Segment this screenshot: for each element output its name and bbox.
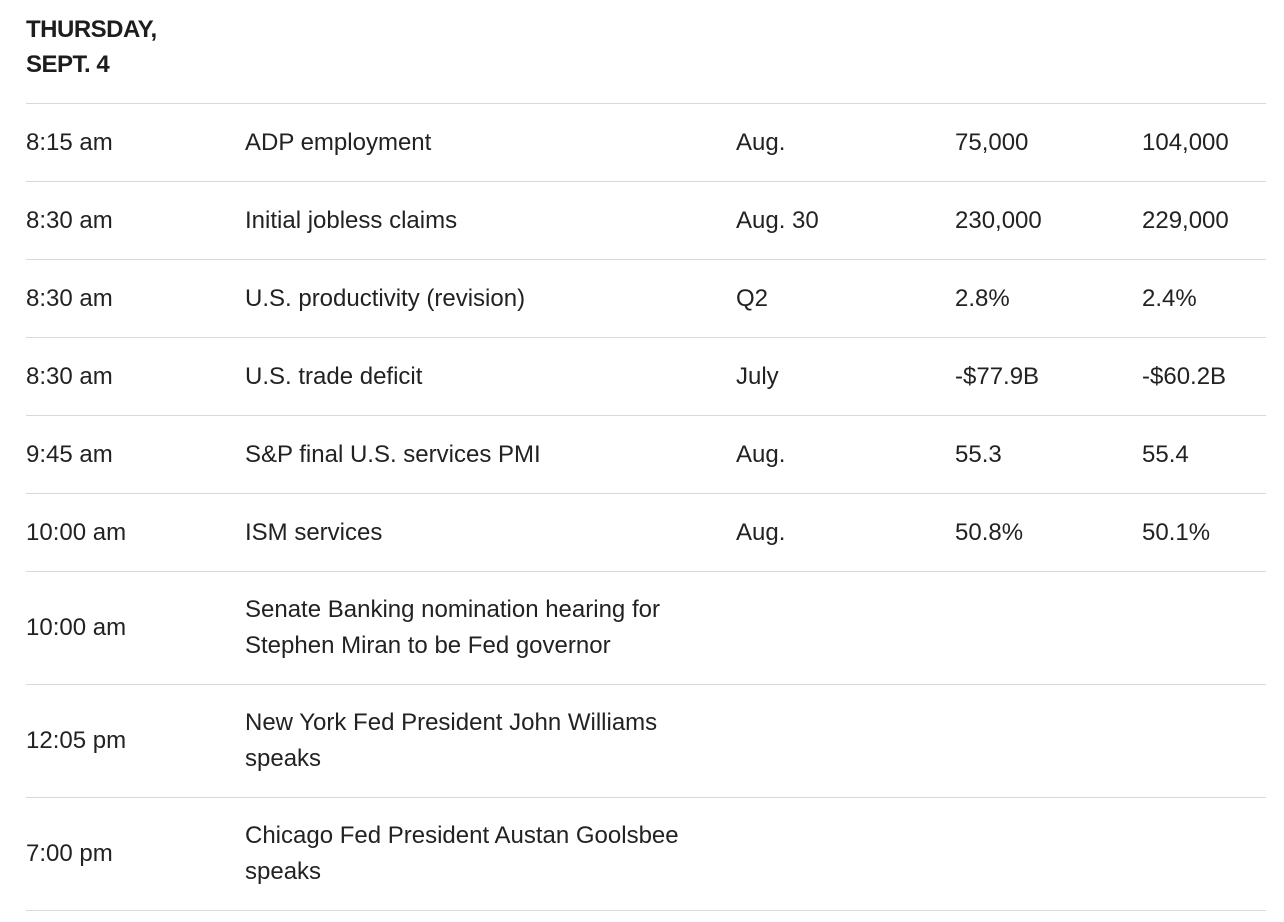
event-name: Chicago Fed President Austan Goolsbee sp… xyxy=(245,822,679,885)
event-period: July xyxy=(736,362,779,390)
event-time: 8:30 am xyxy=(26,362,113,390)
event-forecast: 2.8% xyxy=(955,284,1010,312)
event-previous xyxy=(1142,798,1266,910)
event-previous xyxy=(1142,685,1266,797)
table-row: 8:30 am U.S. trade deficit July -$77.9B … xyxy=(26,338,1266,416)
event-forecast: 230,000 xyxy=(955,206,1042,234)
event-period xyxy=(736,798,946,910)
day-heading-date: SEPT. 4 xyxy=(26,51,110,78)
event-name: Senate Banking nomination hearing for St… xyxy=(245,596,660,659)
event-previous: 229,000 xyxy=(1142,206,1229,234)
event-name: U.S. trade deficit xyxy=(245,362,423,390)
table-row: 10:00 am ISM services Aug. 50.8% 50.1% xyxy=(26,494,1266,572)
event-forecast: 50.8% xyxy=(955,518,1024,546)
event-period xyxy=(736,685,946,797)
table-row: 8:30 am Initial jobless claims Aug. 30 2… xyxy=(26,182,1266,260)
event-forecast: -$77.9B xyxy=(955,362,1040,390)
event-period: Aug. xyxy=(736,440,786,468)
table-row: 8:30 am U.S. productivity (revision) Q2 … xyxy=(26,260,1266,338)
event-forecast xyxy=(955,685,1135,797)
event-forecast: 75,000 xyxy=(955,128,1029,156)
day-heading: THURSDAY, SEPT. 4 xyxy=(26,12,246,82)
event-previous xyxy=(1142,572,1266,684)
event-name: ISM services xyxy=(245,518,383,546)
event-time: 8:15 am xyxy=(26,128,113,156)
event-name: ADP employment xyxy=(245,128,432,156)
table-row: 8:15 am ADP employment Aug. 75,000 104,0… xyxy=(26,104,1266,182)
event-period: Aug. xyxy=(736,128,786,156)
events-table: 8:15 am ADP employment Aug. 75,000 104,0… xyxy=(26,103,1266,911)
event-forecast: 55.3 xyxy=(955,440,1002,468)
event-period: Q2 xyxy=(736,284,769,312)
event-name: S&P final U.S. services PMI xyxy=(245,440,541,468)
day-heading-weekday: THURSDAY, xyxy=(26,16,157,43)
event-time: 8:30 am xyxy=(26,206,113,234)
event-previous: 2.4% xyxy=(1142,284,1197,312)
table-row: 7:00 pm Chicago Fed President Austan Goo… xyxy=(26,798,1266,911)
event-time: 8:30 am xyxy=(26,284,113,312)
event-period: Aug. xyxy=(736,518,786,546)
event-previous: 55.4 xyxy=(1142,440,1189,468)
event-time: 10:00 am xyxy=(26,518,127,546)
event-time: 10:00 am xyxy=(26,614,127,641)
event-forecast xyxy=(955,572,1135,684)
table-row: 12:05 pm New York Fed President John Wil… xyxy=(26,685,1266,798)
event-time: 7:00 pm xyxy=(26,840,113,867)
event-time: 9:45 am xyxy=(26,440,113,468)
event-name: Initial jobless claims xyxy=(245,206,458,234)
event-period xyxy=(736,572,946,684)
event-period: Aug. 30 xyxy=(736,206,819,234)
event-previous: -$60.2B xyxy=(1142,362,1227,390)
event-previous: 104,000 xyxy=(1142,128,1229,156)
event-previous: 50.1% xyxy=(1142,518,1211,546)
event-name: New York Fed President John Williams spe… xyxy=(245,709,658,772)
table-row: 10:00 am Senate Banking nomination heari… xyxy=(26,572,1266,685)
event-forecast xyxy=(955,798,1135,910)
event-name: U.S. productivity (revision) xyxy=(245,284,526,312)
table-row: 9:45 am S&P final U.S. services PMI Aug.… xyxy=(26,416,1266,494)
event-time: 12:05 pm xyxy=(26,727,127,754)
